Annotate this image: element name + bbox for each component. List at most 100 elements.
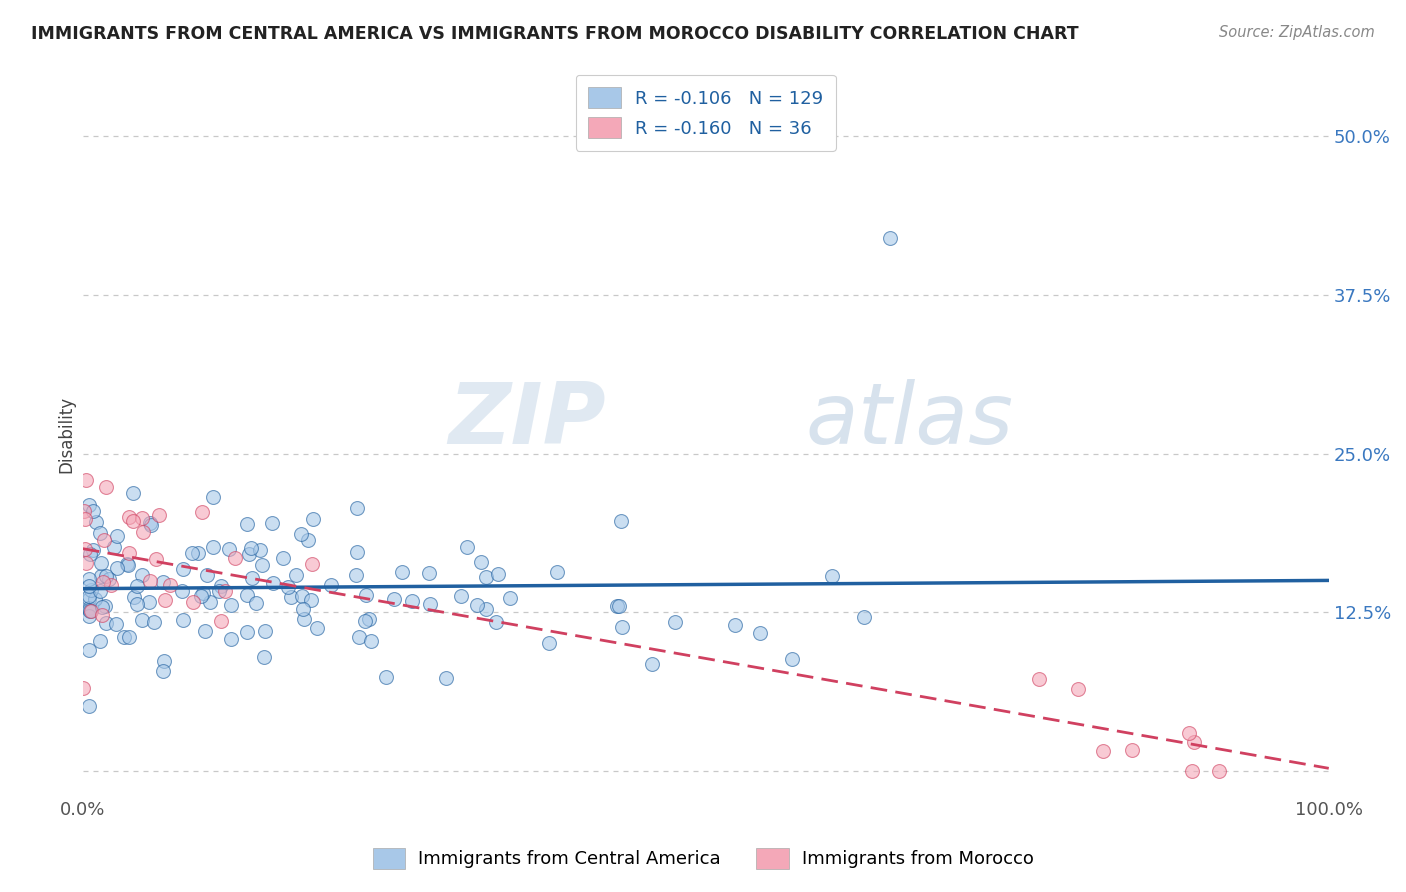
Point <box>193 586 215 600</box>
Point <box>201 490 224 504</box>
Point <box>89 526 111 541</box>
Point <box>103 540 125 554</box>
Point <box>181 595 204 609</box>
Point <box>280 590 302 604</box>
Point <box>609 514 631 528</box>
Point <box>190 505 212 519</box>
Point <box>418 566 440 580</box>
Point <box>77 608 100 623</box>
Text: Source: ZipAtlas.com: Source: ZipAtlas.com <box>1219 25 1375 40</box>
Point <box>172 583 194 598</box>
Point <box>344 567 367 582</box>
Point <box>75 542 97 557</box>
Point <box>90 607 112 622</box>
Point <box>1182 735 1205 749</box>
Point <box>610 620 633 634</box>
Point <box>117 546 139 560</box>
Point <box>93 533 115 548</box>
Point <box>749 626 772 640</box>
Point <box>77 589 100 603</box>
Point <box>434 671 457 685</box>
Point <box>117 510 139 524</box>
Point <box>90 569 112 583</box>
Point <box>100 577 122 591</box>
Point <box>374 670 396 684</box>
Point <box>122 590 145 604</box>
Point <box>346 545 368 559</box>
Point <box>238 547 260 561</box>
Point <box>138 595 160 609</box>
Point <box>209 579 232 593</box>
Point <box>80 604 103 618</box>
Point <box>90 556 112 570</box>
Legend: R = -0.106   N = 129, R = -0.160   N = 36: R = -0.106 N = 129, R = -0.160 N = 36 <box>575 75 837 151</box>
Point <box>105 529 128 543</box>
Point <box>253 650 276 665</box>
Point <box>302 512 325 526</box>
Point <box>346 501 368 516</box>
Point <box>475 570 498 584</box>
Point <box>1178 726 1201 740</box>
Point <box>465 598 488 612</box>
Point <box>75 556 97 570</box>
Point <box>139 574 162 588</box>
Point <box>456 541 478 555</box>
Point <box>143 615 166 629</box>
Point <box>77 572 100 586</box>
Point <box>84 515 107 529</box>
Point <box>240 570 263 584</box>
Point <box>214 583 236 598</box>
Point <box>94 599 117 613</box>
Point <box>305 622 328 636</box>
Point <box>82 542 104 557</box>
Point <box>284 568 307 582</box>
Text: IMMIGRANTS FROM CENTRAL AMERICA VS IMMIGRANTS FROM MOROCCO DISABILITY CORRELATIO: IMMIGRANTS FROM CENTRAL AMERICA VS IMMIG… <box>31 25 1078 43</box>
Point <box>77 642 100 657</box>
Point <box>94 615 117 630</box>
Point <box>208 583 231 598</box>
Text: atlas: atlas <box>806 378 1014 461</box>
Point <box>112 630 135 644</box>
Point <box>77 498 100 512</box>
Point <box>152 664 174 678</box>
Point <box>852 609 875 624</box>
Point <box>450 589 472 603</box>
Point <box>115 558 138 572</box>
Point <box>105 561 128 575</box>
Point <box>145 552 167 566</box>
Point <box>198 595 221 609</box>
Point <box>131 525 153 540</box>
Point <box>117 558 139 572</box>
Point <box>354 615 377 629</box>
Point <box>80 583 103 598</box>
Point <box>84 592 107 607</box>
Point <box>1028 672 1050 686</box>
Point <box>724 617 747 632</box>
Point <box>382 591 405 606</box>
Point <box>77 603 100 617</box>
Point <box>486 567 509 582</box>
Point <box>152 574 174 589</box>
Point <box>96 568 118 582</box>
Point <box>609 599 631 614</box>
Legend: Immigrants from Central America, Immigrants from Morocco: Immigrants from Central America, Immigra… <box>366 840 1040 876</box>
Point <box>245 596 267 610</box>
Text: ZIP: ZIP <box>449 378 606 461</box>
Point <box>354 588 377 602</box>
Point <box>75 473 97 487</box>
Point <box>236 517 259 532</box>
Point <box>277 580 299 594</box>
Point <box>172 561 194 575</box>
Y-axis label: Disability: Disability <box>58 396 75 473</box>
Point <box>260 516 283 530</box>
Point <box>606 599 628 614</box>
Point <box>299 593 322 607</box>
Point <box>94 480 117 494</box>
Point <box>221 598 243 612</box>
Point <box>319 578 342 592</box>
Point <box>138 516 160 531</box>
Point <box>1121 742 1143 756</box>
Point <box>292 612 315 626</box>
Point <box>118 631 141 645</box>
Point <box>195 568 218 582</box>
